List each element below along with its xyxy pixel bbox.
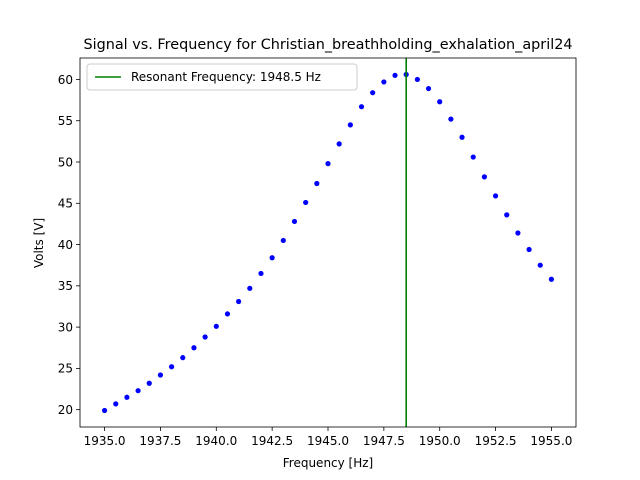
data-point	[180, 355, 186, 361]
x-tick-label: 1940.0	[195, 434, 237, 448]
legend-label: Resonant Frequency: 1948.5 Hz	[131, 70, 321, 84]
data-point	[526, 246, 532, 253]
data-point	[459, 134, 465, 140]
data-point	[258, 270, 264, 277]
data-point	[347, 122, 353, 128]
data-point	[202, 334, 208, 340]
data-point	[492, 193, 499, 199]
data-point	[213, 323, 219, 329]
data-point	[504, 212, 510, 218]
y-tick-label: 50	[58, 155, 73, 169]
y-tick-label: 20	[58, 403, 73, 417]
data-point	[101, 407, 108, 414]
data-point	[392, 72, 398, 78]
x-tick-label: 1935.0	[84, 434, 126, 448]
x-tick-label: 1955.0	[530, 434, 572, 448]
data-point	[325, 161, 331, 167]
data-point	[414, 76, 420, 83]
y-tick-label: 40	[58, 238, 73, 252]
y-tick-label: 30	[58, 320, 73, 334]
data-point	[381, 79, 387, 85]
data-point	[470, 154, 476, 160]
y-tick-label: 35	[58, 279, 73, 293]
data-point	[358, 104, 365, 110]
y-tick-label: 60	[58, 73, 73, 87]
x-axis-label: Frequency [Hz]	[283, 456, 374, 470]
data-point	[236, 298, 242, 305]
y-tick-label: 25	[58, 362, 73, 376]
data-point	[113, 401, 119, 407]
x-tick-label: 1945.0	[307, 434, 349, 448]
plot-area	[101, 58, 555, 427]
x-axis: 1935.0 1937.5 1940.0 1942.5 1945.0 1947.5 1950…	[84, 427, 572, 448]
data-point	[314, 180, 320, 187]
data-point	[280, 237, 286, 244]
data-point	[191, 345, 197, 351]
data-point	[157, 372, 164, 378]
data-point	[481, 174, 487, 180]
x-tick-label: 1950.0	[419, 434, 461, 448]
data-point	[425, 85, 432, 92]
y-axis-label: Volts [V]	[32, 218, 46, 268]
legend: Resonant Frequency: 1948.5 Hz	[86, 63, 358, 91]
data-point	[448, 116, 454, 122]
data-point	[303, 199, 309, 206]
y-tick-label: 45	[58, 197, 73, 211]
data-point	[269, 255, 275, 261]
data-point	[336, 141, 342, 147]
data-point	[515, 230, 521, 236]
data-point	[247, 285, 253, 291]
data-point	[437, 99, 443, 105]
data-point	[537, 262, 543, 268]
y-axis: 20 25 30 35 40 45 50 55 60	[58, 73, 80, 417]
axes-frame	[79, 57, 577, 428]
data-point	[135, 388, 141, 394]
data-point	[224, 311, 231, 317]
data-point	[291, 218, 298, 225]
data-point	[548, 276, 555, 282]
x-tick-label: 1947.5	[363, 434, 405, 448]
data-point	[370, 90, 376, 96]
chart-title: Signal vs. Frequency for Christian_breat…	[83, 37, 572, 53]
x-tick-label: 1952.5	[475, 434, 517, 448]
x-tick-label: 1937.5	[139, 434, 181, 448]
data-point	[146, 380, 152, 386]
y-tick-label: 55	[58, 114, 73, 128]
legend-box	[86, 63, 358, 91]
data-point	[124, 394, 130, 400]
x-tick-label: 1942.5	[251, 434, 293, 448]
data-point	[169, 364, 175, 370]
